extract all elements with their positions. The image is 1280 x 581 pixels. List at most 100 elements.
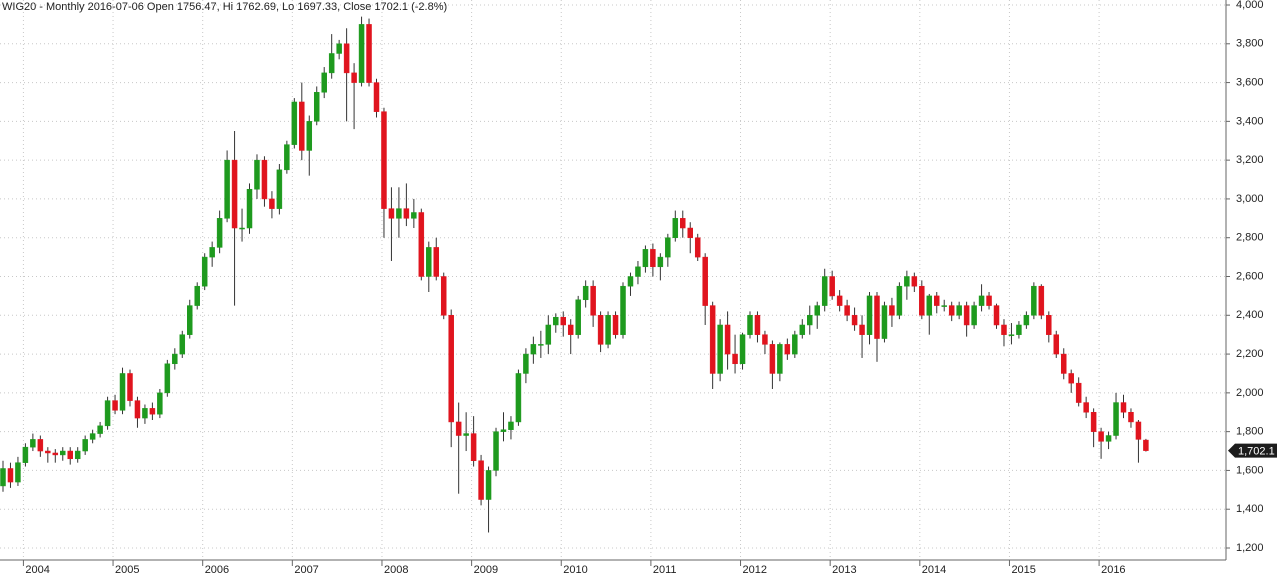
- candle-body: [709, 305, 716, 374]
- candle-body: [500, 429, 507, 432]
- candle-body: [381, 111, 387, 209]
- candle-body: [403, 208, 410, 219]
- candle-body: [807, 315, 813, 326]
- candle-body: [590, 285, 596, 316]
- candle-body: [859, 324, 865, 335]
- candle-body: [7, 468, 14, 483]
- candle-body: [0, 468, 6, 487]
- x-tick-label: 2004: [25, 564, 49, 576]
- candle-body: [321, 72, 327, 93]
- candle-body: [328, 53, 335, 74]
- candle-body: [612, 315, 619, 335]
- candle-body: [455, 421, 462, 436]
- candle-body: [485, 470, 492, 500]
- candle-body: [149, 408, 156, 415]
- candle-body: [836, 295, 843, 306]
- candle-body: [470, 433, 477, 461]
- y-tick-label: 3,400: [1236, 115, 1264, 127]
- candle-body: [52, 452, 59, 456]
- candle-body: [164, 363, 171, 394]
- candle-body: [336, 43, 342, 54]
- candle-body: [829, 276, 835, 297]
- candle-body: [1090, 412, 1097, 432]
- candle-body: [896, 285, 903, 316]
- candle-body: [231, 159, 238, 229]
- candle-body: [74, 450, 81, 460]
- candle-body: [844, 305, 850, 316]
- y-tick-label: 2,200: [1236, 348, 1264, 360]
- candle-body: [620, 285, 626, 335]
- candle-body: [732, 353, 738, 365]
- chart-title: WIG20 - Monthly 2016-07-06 Open 1756.47,…: [2, 1, 447, 13]
- y-tick-label: 2,800: [1236, 232, 1264, 244]
- candle-body: [254, 159, 260, 190]
- candle-body: [246, 188, 253, 229]
- candle-body: [665, 237, 671, 258]
- candle-body: [104, 400, 111, 427]
- candle-body: [866, 295, 873, 335]
- candle-body: [1143, 439, 1149, 451]
- candle-body: [993, 305, 1000, 326]
- y-tick-label: 2,400: [1236, 309, 1264, 321]
- candle-body: [112, 400, 118, 411]
- candle-body: [67, 450, 73, 460]
- candle-body: [1008, 334, 1015, 336]
- candle-body: [553, 316, 559, 326]
- candle-body: [582, 285, 589, 301]
- candle-body: [1135, 421, 1142, 440]
- candle-body: [1105, 435, 1112, 442]
- candle-body: [1098, 431, 1104, 442]
- candle-body: [986, 295, 992, 306]
- candle-body: [1128, 412, 1134, 423]
- candle-body: [157, 392, 163, 415]
- x-tick-label: 2008: [384, 564, 408, 576]
- candle-body: [1053, 334, 1060, 355]
- candle-body: [127, 373, 133, 401]
- candle-body: [754, 315, 761, 335]
- candle-body: [851, 315, 858, 326]
- candle-body: [276, 169, 283, 209]
- candle-body: [1068, 373, 1074, 384]
- x-tick-label: 2006: [205, 564, 229, 576]
- candle-body: [926, 295, 933, 316]
- candle-body: [881, 305, 888, 339]
- candle-body: [284, 144, 290, 171]
- candle-body: [1016, 324, 1022, 335]
- y-tick-label: 2,000: [1236, 387, 1264, 399]
- x-tick-label: 2010: [563, 564, 587, 576]
- candle-body: [941, 305, 947, 307]
- candle-body: [821, 276, 828, 306]
- candle-body: [1060, 353, 1067, 374]
- candle-body: [605, 315, 611, 345]
- marks-layer: [0, 16, 1149, 533]
- candle-body: [45, 450, 51, 454]
- candle-body: [261, 159, 268, 200]
- candle-body: [37, 439, 44, 452]
- y-tick-label: 1,200: [1236, 542, 1264, 554]
- candle-body: [299, 101, 305, 151]
- candle-body: [82, 439, 88, 452]
- candle-body: [769, 344, 776, 374]
- y-tick-label: 2,600: [1236, 270, 1264, 282]
- candle-body: [411, 212, 417, 219]
- candle-body: [650, 249, 656, 268]
- x-tick-label: 2009: [474, 564, 498, 576]
- candle-body: [291, 101, 298, 145]
- candle-body: [478, 460, 484, 500]
- candle-body: [777, 344, 783, 374]
- candle-body: [889, 305, 895, 316]
- candle-body: [15, 462, 21, 483]
- last-price-label: 1,702.1: [1238, 446, 1275, 458]
- candle-body: [784, 344, 791, 355]
- candle-body: [269, 198, 275, 209]
- candle-body: [747, 315, 753, 335]
- candle-body: [142, 408, 148, 419]
- candle-body: [575, 299, 581, 335]
- candle-body: [1113, 402, 1119, 436]
- candle-body: [799, 324, 806, 335]
- candle-body: [792, 334, 798, 355]
- candle-body: [433, 247, 440, 277]
- last-price-marker: [1228, 443, 1277, 458]
